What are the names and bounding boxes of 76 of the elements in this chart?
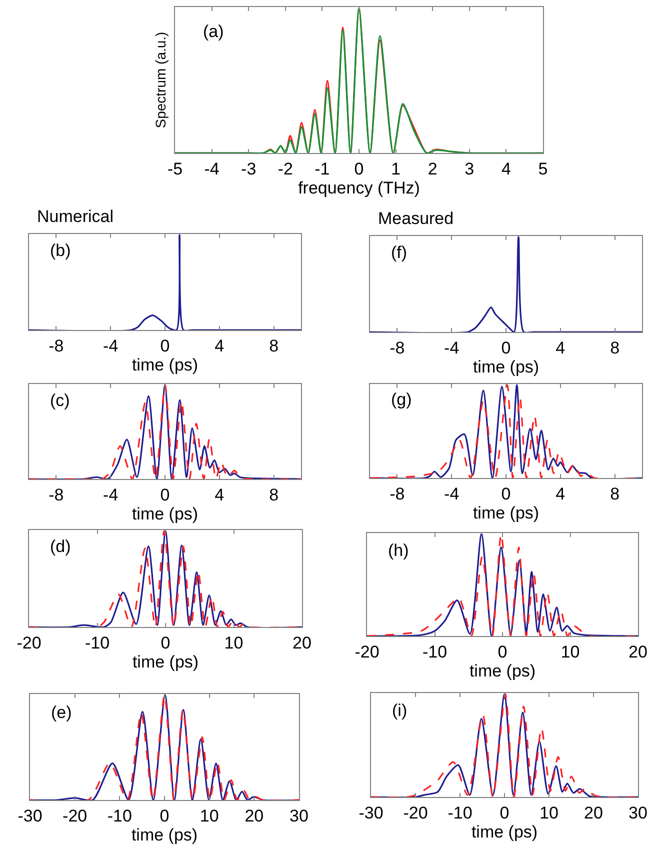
annotation: (h) [388, 541, 409, 560]
x-tick-label: 4 [501, 159, 511, 178]
annotation: (a) [203, 22, 224, 41]
chart-title: Numerical [37, 207, 114, 226]
x-tick-label: 20 [292, 633, 312, 652]
x-tick-label: -4 [444, 338, 460, 358]
annotation: (f) [391, 243, 408, 262]
annotation: (e) [51, 703, 72, 722]
x-tick-label: 8 [269, 485, 279, 504]
x-tick-label: -4 [103, 485, 118, 504]
chart-title: Measured [378, 209, 454, 228]
x-tick-label: -4 [444, 484, 460, 504]
x-axis-title: time (ps) [132, 504, 198, 524]
x-tick-label: 8 [610, 338, 620, 358]
x-tick-label: 3 [464, 159, 474, 178]
x-tick-label: -5 [167, 159, 183, 178]
x-axis-title: time (ps) [472, 503, 540, 522]
annotation: (c) [50, 391, 70, 410]
x-tick-label: 0 [160, 336, 170, 356]
x-tick-label: -30 [18, 806, 42, 826]
x-tick-label: -20 [62, 806, 88, 826]
x-tick-label: -10 [84, 633, 110, 652]
x-tick-label: 0 [498, 642, 508, 662]
x-tick-label: 0 [501, 338, 511, 358]
x-tick-label: -10 [107, 806, 132, 826]
x-tick-label: -8 [48, 336, 64, 356]
x-tick-label: -30 [358, 803, 384, 822]
x-tick-label: -1 [314, 159, 330, 178]
x-tick-label: -4 [103, 336, 118, 356]
x-tick-label: 4 [214, 485, 224, 504]
x-tick-label: 10 [224, 633, 244, 652]
x-tick-label: 4 [556, 484, 566, 504]
x-tick-label: -8 [390, 484, 405, 504]
x-tick-label: 0 [500, 803, 510, 822]
y-axis-title: Spectrum (a.u.) [152, 32, 169, 128]
x-tick-label: -10 [422, 642, 448, 662]
x-tick-label: 1 [391, 159, 401, 178]
x-tick-label: 0 [354, 159, 364, 178]
annotation: (d) [50, 537, 71, 556]
x-tick-label: 5 [538, 159, 548, 178]
x-tick-label: 30 [628, 803, 648, 822]
x-axis-title: time (ps) [469, 661, 536, 680]
x-tick-label: -20 [16, 633, 42, 652]
x-tick-label: 20 [244, 806, 264, 826]
x-tick-label: -4 [204, 159, 220, 178]
x-tick-label: -20 [403, 803, 428, 822]
x-tick-label: 0 [160, 806, 170, 826]
x-tick-label: 0 [501, 484, 511, 504]
x-axis-title: time (ps) [472, 357, 540, 376]
x-tick-label: 0 [160, 633, 170, 652]
x-axis-title: time (ps) [471, 822, 538, 842]
x-tick-label: 4 [214, 336, 224, 356]
x-axis-title: time (ps) [132, 652, 199, 672]
annotation: (b) [50, 241, 71, 260]
x-tick-label: 10 [200, 806, 219, 826]
x-tick-label: 2 [428, 159, 438, 178]
x-tick-label: 20 [628, 642, 648, 662]
x-tick-label: -2 [278, 159, 293, 178]
x-axis-title: time (ps) [131, 825, 198, 844]
x-tick-label: -3 [241, 159, 256, 178]
x-tick-label: 4 [556, 338, 566, 358]
x-tick-label: 20 [584, 803, 603, 822]
annotation: (i) [392, 701, 408, 720]
x-axis-title: time (ps) [132, 355, 198, 374]
x-tick-label: -8 [390, 338, 405, 358]
x-tick-label: 30 [290, 806, 308, 826]
annotation: (g) [391, 390, 412, 409]
x-tick-label: -8 [48, 485, 64, 504]
x-tick-label: 0 [160, 485, 170, 504]
x-axis-title: frequency (THz) [298, 178, 420, 198]
x-tick-label: 10 [560, 642, 580, 662]
x-tick-label: 8 [610, 484, 620, 504]
x-tick-label: -20 [354, 642, 380, 662]
x-tick-label: 8 [269, 336, 279, 356]
x-tick-label: 10 [540, 803, 558, 822]
x-tick-label: -10 [448, 803, 472, 822]
